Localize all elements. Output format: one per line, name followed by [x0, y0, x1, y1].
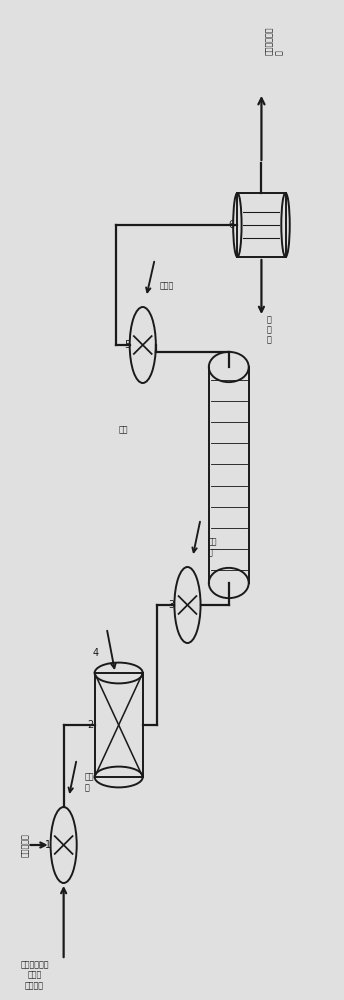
- Text: 过程
气: 过程 气: [84, 773, 94, 792]
- Text: 循环水: 循环水: [160, 281, 174, 290]
- Text: 5: 5: [124, 340, 130, 350]
- Text: 还原性气体: 还原性气体: [21, 833, 30, 857]
- Bar: [95, 673, 143, 777]
- Text: 3: 3: [169, 600, 175, 610]
- Text: 6: 6: [229, 220, 235, 230]
- Text: 尾气去脱硫塔
尾: 尾气去脱硫塔 尾: [265, 26, 284, 55]
- Text: 冷
凝
液: 冷 凝 液: [267, 315, 271, 345]
- Text: 2: 2: [88, 720, 94, 730]
- Text: 硫含量较高的
硫回收
装置尾气: 硫含量较高的 硫回收 装置尾气: [20, 960, 49, 990]
- Bar: [237, 193, 286, 257]
- Text: 氨气: 氨气: [119, 425, 128, 434]
- Text: 1: 1: [45, 840, 51, 850]
- Text: 过程
气: 过程 气: [208, 538, 218, 557]
- Text: 4: 4: [93, 648, 99, 658]
